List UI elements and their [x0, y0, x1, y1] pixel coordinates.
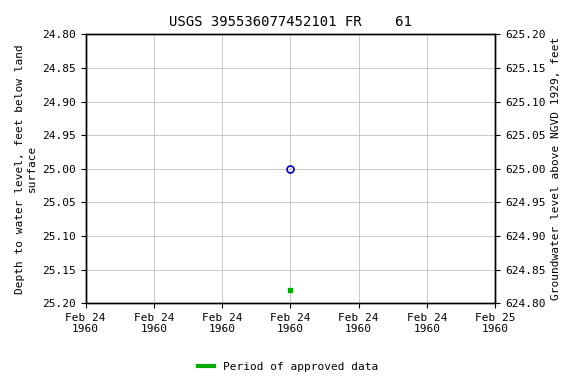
Y-axis label: Groundwater level above NGVD 1929, feet: Groundwater level above NGVD 1929, feet	[551, 37, 561, 300]
Y-axis label: Depth to water level, feet below land
surface: Depth to water level, feet below land su…	[15, 44, 37, 294]
Title: USGS 395536077452101 FR    61: USGS 395536077452101 FR 61	[169, 15, 412, 29]
Legend: Period of approved data: Period of approved data	[193, 358, 383, 377]
